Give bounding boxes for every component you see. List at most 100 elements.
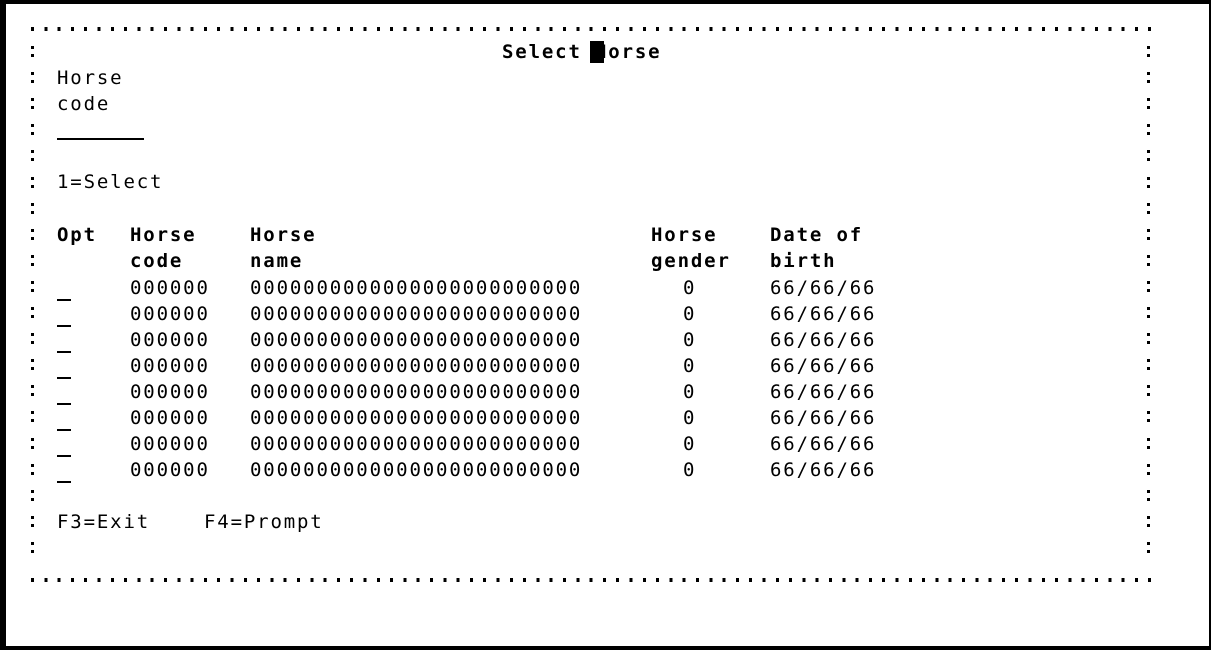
horse-code-input-underline [57,138,144,140]
horse-name-cell: 0000000000000000000000000 [250,277,583,299]
border-colon-right [1147,202,1150,215]
date-of-birth-cell: 66/66/66 [770,303,877,325]
horse-gender-cell: 0 [683,329,697,351]
header-horse-name: Horse [250,224,317,246]
f4-prompt-key[interactable]: F4=Prompt [204,511,324,533]
horse-code-cell: 000000 [130,433,210,455]
horse-code-label-line2: code [57,93,111,115]
horse-code-cell: 000000 [130,407,210,429]
border-colon-left [31,489,34,502]
date-of-birth-cell: 66/66/66 [770,407,877,429]
horse-gender-cell: 0 [683,459,697,481]
horse-code-cell: 000000 [130,329,210,351]
horse-code-cell: 000000 [130,459,210,481]
horse-name-cell: 0000000000000000000000000 [250,303,583,325]
border-colon-left [31,385,34,398]
header-horse-code-line2: code [130,250,184,272]
date-of-birth-cell: 66/66/66 [770,329,877,351]
opt-input[interactable] [57,379,71,405]
header-opt: Opt [57,224,97,246]
border-colon-right [1147,72,1150,85]
horse-code-cell: 000000 [130,277,210,299]
horse-name-cell: 0000000000000000000000000 [250,355,583,377]
border-colon-left [31,333,34,346]
border-colon-right [1147,515,1150,528]
opt-input[interactable] [57,431,71,457]
border-colon-left [31,437,34,450]
border-colon-left [31,254,34,267]
border-colon-left [31,463,34,476]
opt-input[interactable] [57,327,71,353]
border-colon-left [31,46,34,58]
options-legend: 1=Select [57,171,164,193]
border-colon-left [31,72,34,85]
date-of-birth-cell: 66/66/66 [770,381,877,403]
border-colon-left [31,411,34,424]
horse-code-label-line1: Horse [57,67,124,89]
border-colon-right [1147,489,1150,502]
border-colon-right [1147,280,1150,293]
horse-name-cell: 0000000000000000000000000 [250,381,583,403]
border-colon-left [31,359,34,372]
border-colon-left [31,307,34,319]
border-colon-left [31,98,34,111]
horse-gender-cell: 0 [683,355,697,377]
opt-input[interactable] [57,405,71,431]
border-colon-right [1147,541,1150,554]
horse-name-cell: 0000000000000000000000000 [250,329,583,351]
horse-name-cell: 0000000000000000000000000 [250,433,583,455]
header-horse-code: Horse [130,224,197,246]
border-colon-left [31,280,34,293]
date-of-birth-cell: 66/66/66 [770,433,877,455]
border-colon-right [1147,228,1150,241]
border-colon-right [1147,98,1150,111]
border-colon-right [1147,437,1150,450]
opt-input[interactable] [57,301,71,327]
border-colon-left [31,202,34,215]
border-colon-left [31,228,34,241]
header-horse-gender: Horse [651,224,718,246]
border-colon-right [1147,46,1150,58]
border-colon-left [31,176,34,189]
horse-gender-cell: 0 [683,381,697,403]
border-colon-right [1147,411,1150,424]
border-colon-right [1147,463,1150,476]
border-colon-left [31,124,34,137]
border-colon-left [31,150,34,163]
date-of-birth-cell: 66/66/66 [770,355,877,377]
border-colon-right [1147,333,1150,346]
horse-gender-cell: 0 [683,277,697,299]
header-date-of-birth: Date of [770,224,864,246]
opt-input-underline [57,351,71,353]
opt-input-underline [57,403,71,405]
header-date-of-birth-line2: birth [770,250,837,272]
text-cursor [590,41,604,63]
f3-exit-key[interactable]: F3=Exit [57,511,151,533]
opt-input-underline [57,481,71,483]
border-colon-right [1147,307,1150,319]
border-colon-right [1147,385,1150,398]
horse-code-cell: 000000 [130,355,210,377]
header-horse-name-line2: name [250,250,304,272]
opt-input-underline [57,429,71,431]
horse-code-cell: 000000 [130,381,210,403]
horse-name-cell: 0000000000000000000000000 [250,407,583,429]
window-border-top [31,27,1151,31]
opt-input[interactable] [57,457,71,483]
border-colon-right [1147,359,1150,372]
opt-input-underline [57,299,71,301]
horse-gender-cell: 0 [683,433,697,455]
horse-gender-cell: 0 [683,407,697,429]
opt-input-underline [57,377,71,379]
opt-input[interactable] [57,353,71,379]
horse-code-cell: 000000 [130,303,210,325]
opt-input-underline [57,325,71,327]
border-colon-right [1147,150,1150,163]
opt-input[interactable] [57,275,71,301]
border-colon-right [1147,176,1150,189]
date-of-birth-cell: 66/66/66 [770,459,877,481]
horse-name-cell: 0000000000000000000000000 [250,459,583,481]
horse-gender-cell: 0 [683,303,697,325]
border-colon-left [31,515,34,528]
